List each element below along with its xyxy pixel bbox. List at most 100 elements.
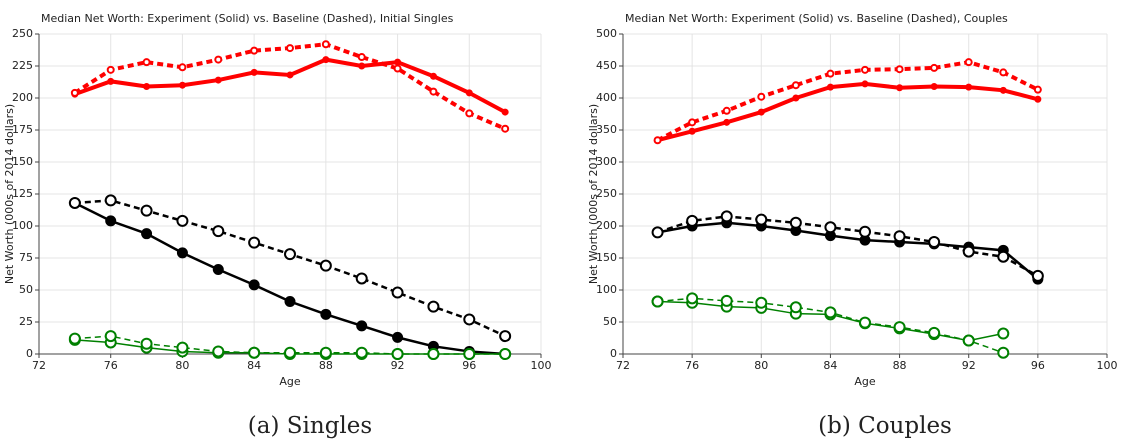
data-point [499, 348, 512, 360]
data-point [651, 226, 664, 239]
data-point [391, 348, 404, 360]
data-point [355, 346, 368, 359]
data-point [68, 332, 81, 345]
data-point [106, 65, 115, 74]
data-point [999, 86, 1007, 94]
data-point [893, 321, 906, 334]
y-tick-label: 0 [610, 347, 617, 360]
data-point [930, 82, 938, 90]
x-tick-label: 100 [531, 359, 552, 372]
data-point [429, 87, 438, 96]
data-point [688, 127, 696, 135]
x-tick-label: 80 [175, 359, 189, 372]
y-tick-label: 25 [19, 315, 33, 328]
data-point [962, 245, 975, 258]
data-point [1034, 95, 1042, 103]
data-point [141, 228, 153, 240]
data-point [140, 337, 153, 350]
data-point [320, 308, 332, 320]
data-point [723, 118, 731, 126]
data-point [861, 80, 869, 88]
data-point [999, 68, 1008, 77]
data-point [653, 136, 662, 145]
data-point [176, 247, 188, 259]
x-tick-label: 100 [1097, 359, 1118, 372]
caption: (a) Singles [248, 413, 372, 439]
data-point [824, 221, 837, 234]
data-point [893, 230, 906, 243]
y-tick-label: 150 [12, 155, 33, 168]
x-tick-label: 76 [104, 359, 118, 372]
data-point [427, 300, 440, 313]
y-tick-label: 50 [19, 283, 33, 296]
chart-title: Median Net Worth: Experiment (Solid) vs.… [41, 12, 454, 25]
x-tick-label: 92 [391, 359, 405, 372]
data-point [859, 225, 871, 238]
data-point [212, 264, 224, 276]
data-point [248, 346, 261, 359]
data-point [212, 225, 225, 238]
y-tick-label: 450 [596, 59, 617, 72]
data-point [284, 248, 296, 261]
data-point [463, 348, 476, 360]
y-tick-label: 100 [596, 283, 617, 296]
data-point [757, 92, 766, 101]
caption: (b) Couples [818, 413, 952, 439]
data-point [142, 58, 151, 67]
data-point [394, 58, 402, 66]
x-tick-label: 96 [462, 359, 476, 372]
data-point [928, 236, 941, 248]
x-axis-label: Age [279, 375, 301, 388]
data-point [861, 65, 869, 74]
series-line [657, 221, 1039, 281]
y-tick-label: 250 [12, 27, 33, 40]
y-tick-label: 100 [12, 219, 33, 232]
y-axis-label: Net Worth (000s of 2014 dollars) [587, 104, 600, 284]
data-point [355, 272, 368, 285]
data-point [789, 301, 802, 314]
data-point [826, 83, 834, 91]
data-point [212, 345, 225, 358]
chart-title: Median Net Worth: Experiment (Solid) vs.… [625, 12, 1008, 25]
data-point [178, 63, 187, 72]
y-tick-label: 400 [596, 91, 617, 104]
data-point [104, 330, 117, 343]
y-tick-label: 200 [12, 91, 33, 104]
data-point [824, 306, 837, 319]
x-tick-label: 84 [247, 359, 261, 372]
data-point [688, 118, 697, 127]
data-point [427, 348, 440, 360]
data-point [1031, 269, 1044, 282]
y-tick-label: 75 [19, 251, 33, 264]
data-point [826, 69, 835, 78]
data-point [392, 331, 404, 343]
data-point [896, 84, 904, 92]
x-tick-label: 76 [685, 359, 699, 372]
y-tick-label: 200 [596, 219, 617, 232]
data-point [501, 124, 510, 133]
data-point [140, 204, 153, 217]
data-point [356, 320, 368, 332]
data-point [105, 215, 117, 227]
data-point [895, 65, 904, 74]
data-point [501, 108, 509, 116]
data-point [284, 346, 296, 359]
data-point [284, 296, 296, 308]
data-point [286, 44, 294, 53]
y-tick-label: 350 [596, 123, 617, 136]
data-point [250, 46, 259, 55]
data-point [357, 53, 366, 62]
data-point [962, 334, 975, 347]
y-tick-label: 225 [12, 59, 33, 72]
data-point [176, 214, 189, 227]
data-point [722, 106, 731, 115]
data-point [248, 279, 260, 291]
y-axis-label: Net Worth (000s of 2014 dollars) [3, 104, 16, 284]
data-point [250, 68, 258, 76]
subplot: 0 25 50 75 100 125 150 175 200 225 250 72 76 80 84 88 92… [3, 12, 552, 439]
data-point [68, 196, 81, 209]
data-point [107, 77, 115, 85]
series-line [656, 60, 1039, 143]
data-point [651, 295, 664, 308]
